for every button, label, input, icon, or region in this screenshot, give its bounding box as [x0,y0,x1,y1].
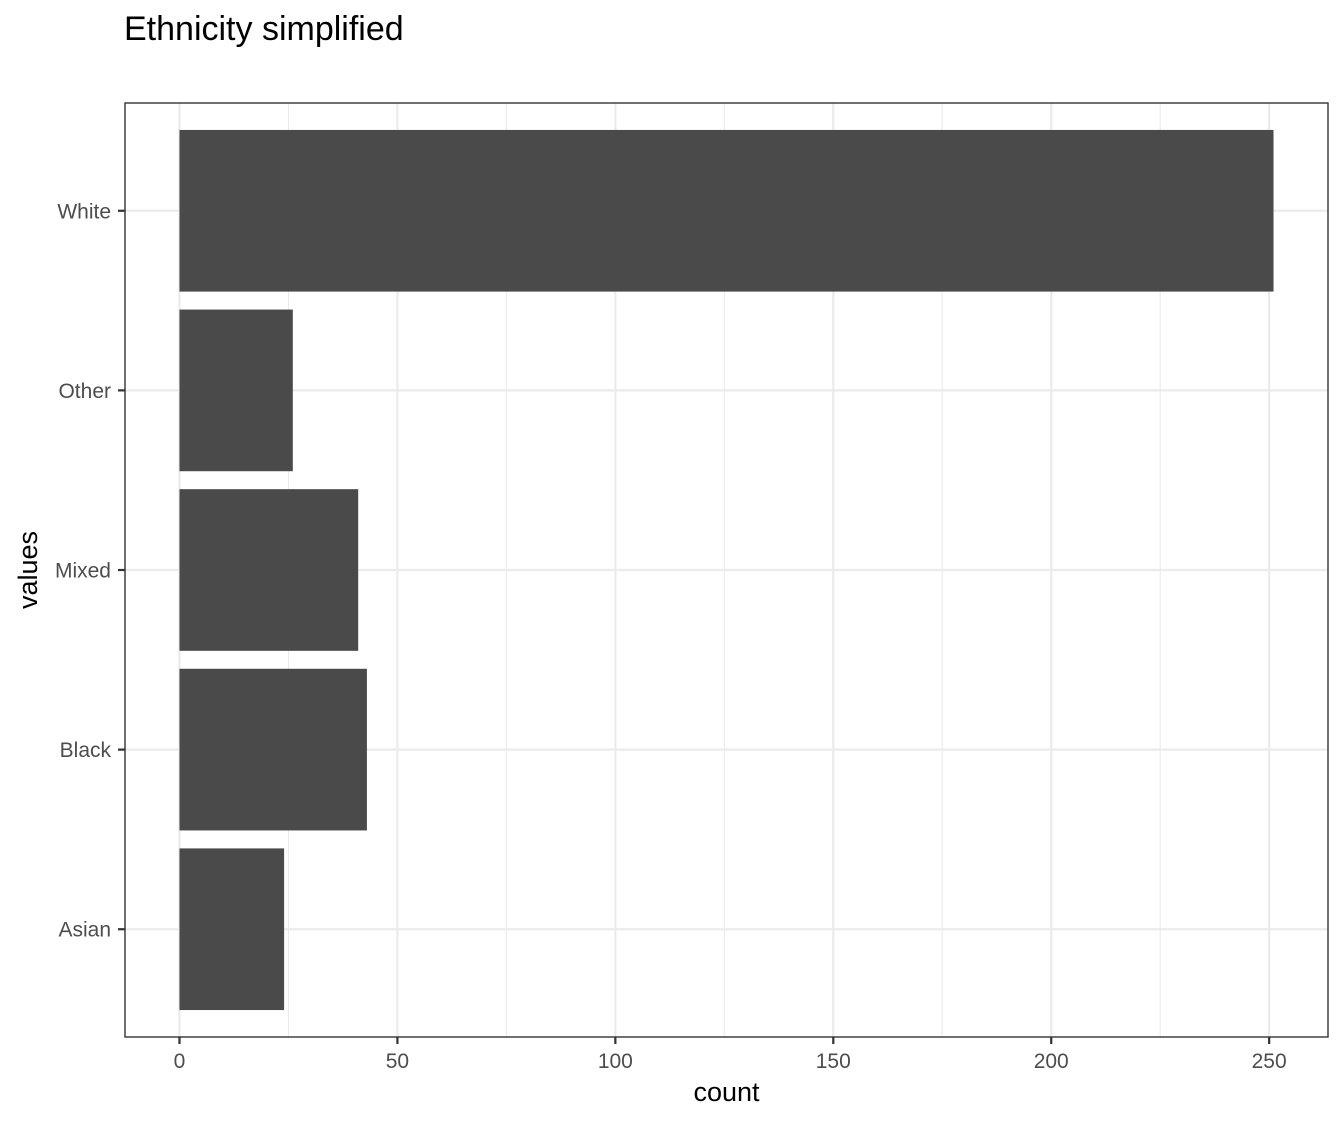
y-tick-label-asian: Asian [58,919,111,942]
bar-mixed [179,489,359,651]
y-tick-label-black: Black [60,739,112,762]
bar-other [179,309,293,472]
x-tick-label: 250 [1252,1050,1287,1073]
y-tick-label-white: White [57,200,111,223]
x-tick-label: 150 [816,1050,851,1073]
x-tick-label: 50 [386,1050,409,1073]
x-tick-label: 100 [598,1050,633,1073]
y-axis-title: values [13,531,43,609]
bars [179,129,1274,1011]
bar-black [179,668,367,831]
y-tick-label-mixed: Mixed [55,560,111,583]
bar-white [179,129,1274,292]
bar-asian [179,848,285,1011]
x-tick-label: 200 [1034,1050,1069,1073]
y-tick-label-other: Other [58,380,111,403]
axes: 0 50 100 150 200 250 Asian Black Mixed Other White [55,200,1287,1073]
x-tick-label: 0 [174,1050,186,1073]
x-axis-title: count [693,1077,760,1107]
chart-title: Ethnicity simplified [124,10,404,48]
